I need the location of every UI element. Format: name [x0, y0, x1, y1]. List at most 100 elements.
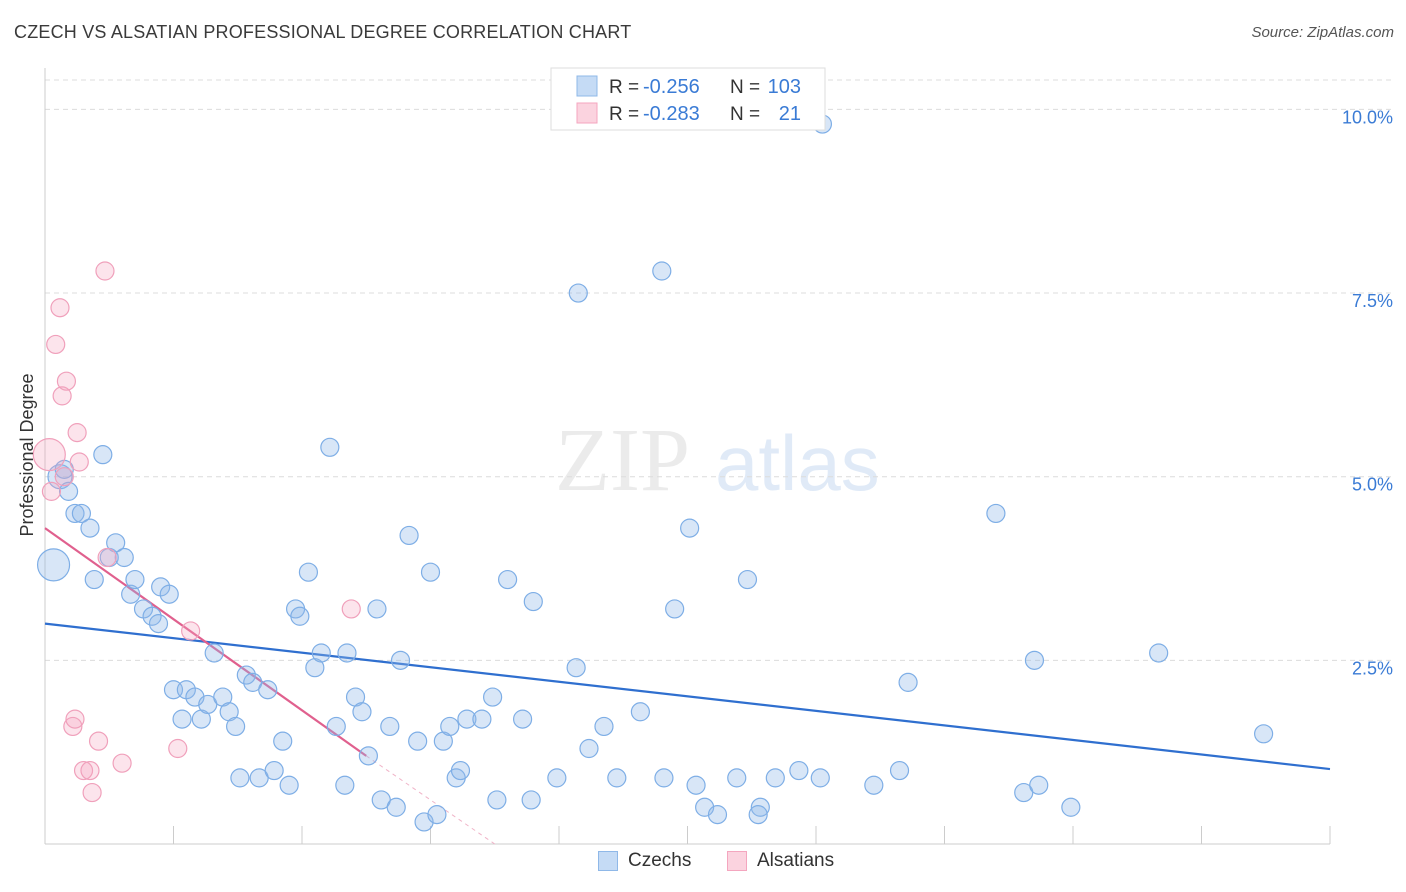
czech-point [106, 533, 126, 553]
y-tick-label: 7.5% [1352, 291, 1393, 311]
czech-point [226, 716, 246, 737]
czech-point [594, 716, 614, 737]
czech-point [125, 569, 145, 590]
czech-point [487, 790, 507, 810]
alsatian-point [80, 760, 100, 781]
chart-title: CZECH VS ALSATIAN PROFESSIONAL DEGREE CO… [14, 22, 632, 42]
alsatian-point [46, 334, 66, 355]
alsatian-point [73, 760, 94, 781]
czech-point [750, 797, 770, 817]
alsatian-point [341, 599, 361, 619]
czech-point [142, 606, 162, 626]
alsatian-point [54, 467, 74, 487]
czech-point [450, 760, 471, 781]
czech-point [358, 746, 378, 766]
trend-lines [44, 527, 1331, 845]
legend-n-label-1: N = [730, 77, 760, 98]
legend-n-label-2: N = [730, 104, 760, 125]
czech-point [1024, 650, 1045, 670]
watermark-zip: ZIP [555, 411, 690, 510]
scatter-chart: ZIP atlas 2.5%5.0%7.5%10.0%0.0%60.0% Pro… [17, 67, 1393, 845]
czech-point [665, 599, 685, 619]
legend-top: R = -0.256 N = 103 R = -0.283 N = 21 [550, 67, 826, 131]
czech-point [686, 775, 706, 795]
czech-point [748, 805, 768, 825]
czech-point [547, 768, 567, 788]
czech-point [290, 606, 310, 626]
czech-point [864, 775, 884, 795]
czech-point [765, 768, 785, 788]
gridlines [45, 79, 1392, 661]
czech-point [889, 760, 910, 781]
alsatian-point [67, 423, 87, 443]
legend-n-value-2: 21 [779, 103, 801, 125]
czechs-label: Czechs [628, 850, 692, 871]
czechs-swatch [598, 851, 618, 871]
source-credit: Source: ZipAtlas.com [1251, 24, 1394, 41]
czech-point [320, 437, 340, 457]
czech-point [483, 687, 503, 707]
czech-point [84, 569, 104, 590]
czech-point [386, 797, 406, 817]
czech-point [258, 680, 278, 700]
czech-point [399, 525, 419, 546]
czech-point [326, 716, 346, 737]
alsatian-point [50, 298, 70, 318]
czech-trend-line [44, 622, 1331, 771]
czech-point [630, 702, 650, 722]
legend-swatch-alsatians [576, 102, 598, 124]
czech-point [390, 650, 411, 670]
czech-point [298, 562, 319, 582]
watermark-atlas: atlas [715, 419, 880, 507]
legend-item-alsatians: Alsatians [727, 850, 834, 872]
czech-point [737, 569, 758, 590]
legend-r-value-1: -0.256 [643, 76, 700, 98]
czech-point [512, 709, 533, 729]
alsatian-point [97, 547, 117, 568]
legend-swatch-czechs [576, 75, 598, 97]
czech-point [279, 775, 299, 795]
czech-point [172, 709, 192, 729]
alsatian-trend-line [44, 527, 367, 757]
czech-point [380, 716, 400, 737]
watermark: ZIP atlas [555, 411, 880, 510]
czech-point [121, 584, 141, 604]
alsatian-point [52, 386, 72, 406]
czech-point [264, 760, 284, 781]
alsatian-point [41, 481, 62, 501]
czech-point [71, 503, 92, 524]
y-tick-label: 10.0% [1342, 107, 1393, 127]
czech-point [36, 548, 71, 582]
czech-point [420, 562, 441, 582]
legend-bottom: Czechs Alsatians [0, 850, 1406, 878]
czech-point [335, 775, 355, 795]
czech-point [427, 805, 447, 825]
czech-point [1061, 797, 1081, 817]
czech-point [58, 481, 79, 501]
czech-point [498, 569, 518, 590]
alsatian-point [168, 738, 188, 759]
alsatian-point [112, 753, 132, 773]
alsatian-point [181, 621, 201, 641]
legend-item-czechs: Czechs [598, 850, 691, 872]
alsatian-point [82, 782, 102, 803]
legend-n-value-1: 103 [768, 76, 801, 98]
y-axis-label: Professional Degree [17, 373, 37, 536]
czech-point [652, 261, 672, 281]
czech-point [65, 503, 85, 524]
czech-point [579, 738, 599, 759]
czech-point [408, 731, 428, 751]
czech-point [230, 768, 250, 788]
czech-point [311, 643, 331, 663]
czech-point [114, 547, 134, 568]
czech-point [680, 518, 700, 538]
alsatian-point [32, 438, 66, 472]
czech-point [1029, 775, 1049, 795]
y-tick-label: 5.0% [1352, 475, 1393, 495]
czech-point [273, 731, 293, 751]
czech-point [789, 760, 809, 781]
czech-point [80, 518, 100, 538]
czech-point [148, 614, 169, 634]
czech-point [654, 768, 674, 788]
y-tick-label: 2.5% [1352, 658, 1393, 678]
